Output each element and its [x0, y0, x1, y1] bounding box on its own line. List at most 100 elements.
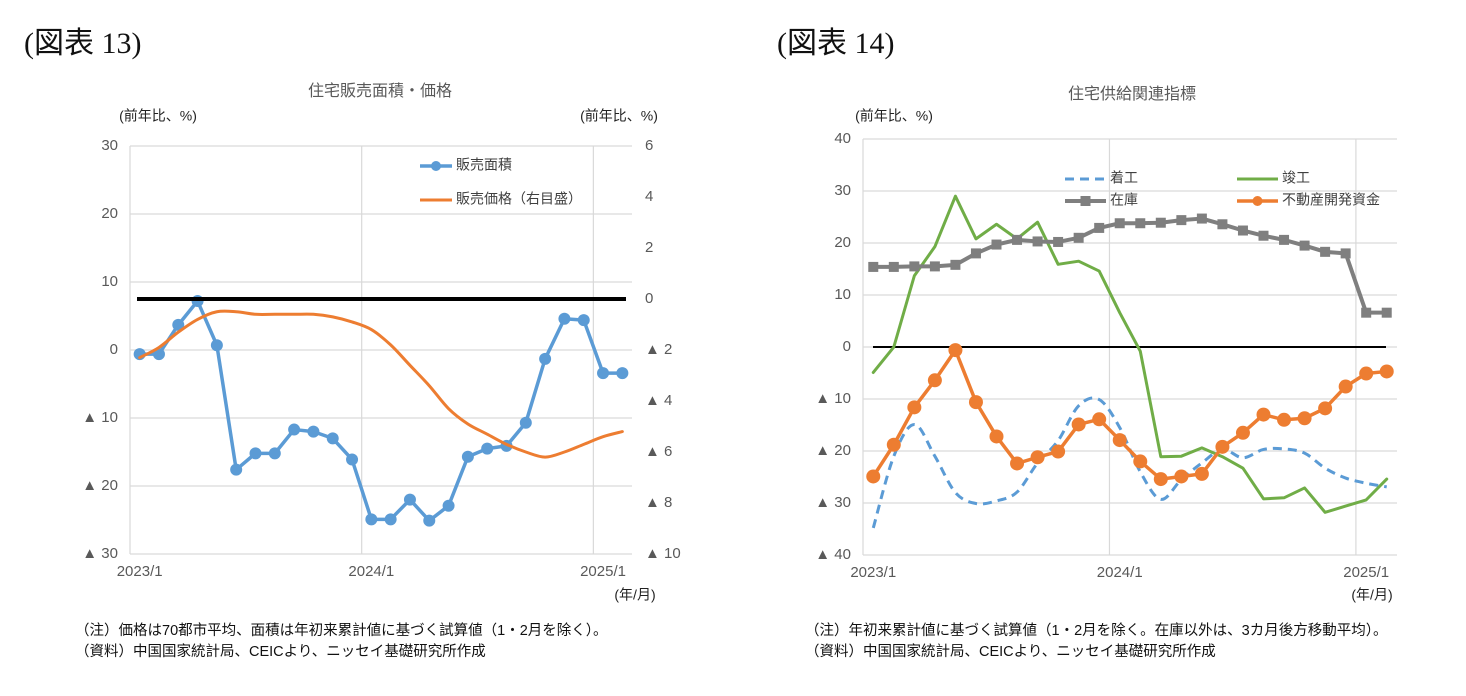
data-point	[907, 400, 922, 415]
data-point	[519, 416, 532, 429]
data-point	[950, 259, 961, 270]
data-point	[1112, 433, 1127, 448]
y-tick-label-left: ▲ 10	[815, 390, 851, 407]
data-point	[403, 493, 416, 506]
data-point	[1277, 412, 1292, 427]
data-point	[989, 429, 1004, 444]
series-line	[137, 299, 625, 523]
data-point	[616, 367, 629, 380]
data-point	[481, 442, 494, 455]
data-point	[1094, 222, 1105, 233]
y-tick-label-left: 10	[834, 286, 851, 303]
legend-item: 不動産開発資金	[1237, 192, 1380, 208]
y-tick-label-left: ▲ 40	[815, 546, 851, 563]
x-axis-unit: (年/月)	[614, 587, 655, 603]
data-point	[423, 514, 436, 527]
data-point	[249, 447, 262, 460]
legend-item: 販売価格（右目盛）	[420, 191, 582, 207]
x-tick-label: 2024/1	[1097, 564, 1143, 581]
y-tick-label-right: 4	[645, 188, 653, 205]
y-tick-label-left: ▲ 30	[815, 494, 851, 511]
legend-item: 在庫	[1065, 192, 1138, 208]
data-point	[1135, 218, 1146, 229]
y-tick-label-left: 0	[843, 338, 851, 355]
data-point	[1155, 217, 1166, 228]
legend-label: 販売価格（右目盛）	[456, 191, 582, 207]
y-tick-label-left: 20	[834, 234, 851, 251]
series-2	[138, 309, 624, 459]
legend-label: 着工	[1110, 170, 1138, 186]
x-axis-unit: (年/月)	[1351, 587, 1392, 603]
gridlines	[129, 145, 632, 555]
data-point	[1258, 230, 1269, 241]
data-point	[1318, 401, 1333, 416]
data-point	[1073, 232, 1084, 243]
legend-label: 不動産開発資金	[1282, 192, 1380, 208]
data-point	[1235, 425, 1250, 440]
x-tick-label: 2025/1	[580, 563, 626, 580]
data-point	[1299, 240, 1310, 251]
figure-label-13: (図表 13)	[24, 27, 142, 60]
x-tick-label: 2023/1	[117, 563, 163, 580]
y-tick-label-left: 0	[110, 341, 118, 358]
chart-fig14: 住宅供給関連指標 (前年比、%)40 30 20 10 0 ▲ 10 ▲ 20 ▲ 30 ▲ 40…	[815, 85, 1397, 603]
data-point	[1215, 439, 1230, 454]
chart-title: 住宅販売面積・価格	[308, 82, 452, 100]
series-line	[871, 194, 1389, 514]
series-line	[138, 309, 624, 459]
notes-fig13: （注）価格は70都市平均、面積は年初来累計値に基づく試算値（1・2月を除く）。 …	[75, 621, 608, 663]
series-2	[871, 194, 1389, 514]
data-point	[307, 425, 320, 438]
data-point	[152, 348, 165, 361]
series-1	[133, 295, 629, 527]
data-point	[927, 373, 942, 388]
x-tick-label: 2025/1	[1343, 564, 1389, 581]
data-point	[991, 239, 1002, 250]
source-line: （資料）中国国家統計局、CEICより、ニッセイ基礎研究所作成	[75, 644, 486, 660]
y-axis-unit-left: (前年比、%)	[119, 108, 197, 124]
series-line	[871, 216, 1389, 315]
data-point	[1092, 412, 1107, 427]
data-point	[1153, 472, 1168, 487]
x-tick-label: 2023/1	[850, 564, 896, 581]
x-tick-label: 2024/1	[348, 563, 394, 580]
data-point	[288, 423, 301, 436]
y-tick-label-right: 6	[645, 137, 653, 154]
data-point	[558, 312, 571, 325]
legend-item: 着工	[1065, 170, 1138, 186]
data-point	[230, 463, 243, 476]
data-point	[1237, 225, 1248, 236]
legend-marker	[1080, 196, 1091, 206]
legend-label: 販売面積	[456, 157, 512, 173]
data-point	[268, 447, 281, 460]
y-tick-label-left: 40	[834, 130, 851, 147]
data-point	[970, 248, 981, 259]
source-line: （資料）中国国家統計局、CEICより、ニッセイ基礎研究所作成	[805, 644, 1216, 660]
data-point	[539, 352, 552, 365]
y-tick-label-right: ▲ 6	[645, 443, 672, 460]
data-point	[1359, 366, 1374, 381]
y-tick-label-left: ▲ 30	[82, 545, 118, 562]
data-point	[1012, 234, 1023, 245]
data-point	[326, 432, 339, 445]
data-point	[1030, 450, 1045, 465]
data-point	[1297, 411, 1312, 426]
chart-title: 住宅供給関連指標	[1068, 85, 1196, 103]
data-point	[577, 314, 590, 327]
data-point	[1279, 234, 1290, 245]
y-axis-unit-right: (前年比、%)	[580, 108, 658, 124]
data-point	[968, 395, 983, 410]
legend-label: 在庫	[1110, 192, 1138, 208]
data-point	[1379, 364, 1394, 379]
data-point	[384, 513, 397, 526]
data-point	[886, 437, 901, 452]
y-axis-unit-left: (前年比、%)	[855, 108, 933, 124]
data-point	[1194, 466, 1209, 481]
data-point	[948, 343, 963, 358]
data-point	[1010, 456, 1025, 471]
data-point	[1032, 236, 1043, 247]
note-line: （注）価格は70都市平均、面積は年初来累計値に基づく試算値（1・2月を除く）。	[75, 623, 608, 639]
data-point	[597, 367, 610, 380]
y-tick-label-left: ▲ 20	[815, 442, 851, 459]
